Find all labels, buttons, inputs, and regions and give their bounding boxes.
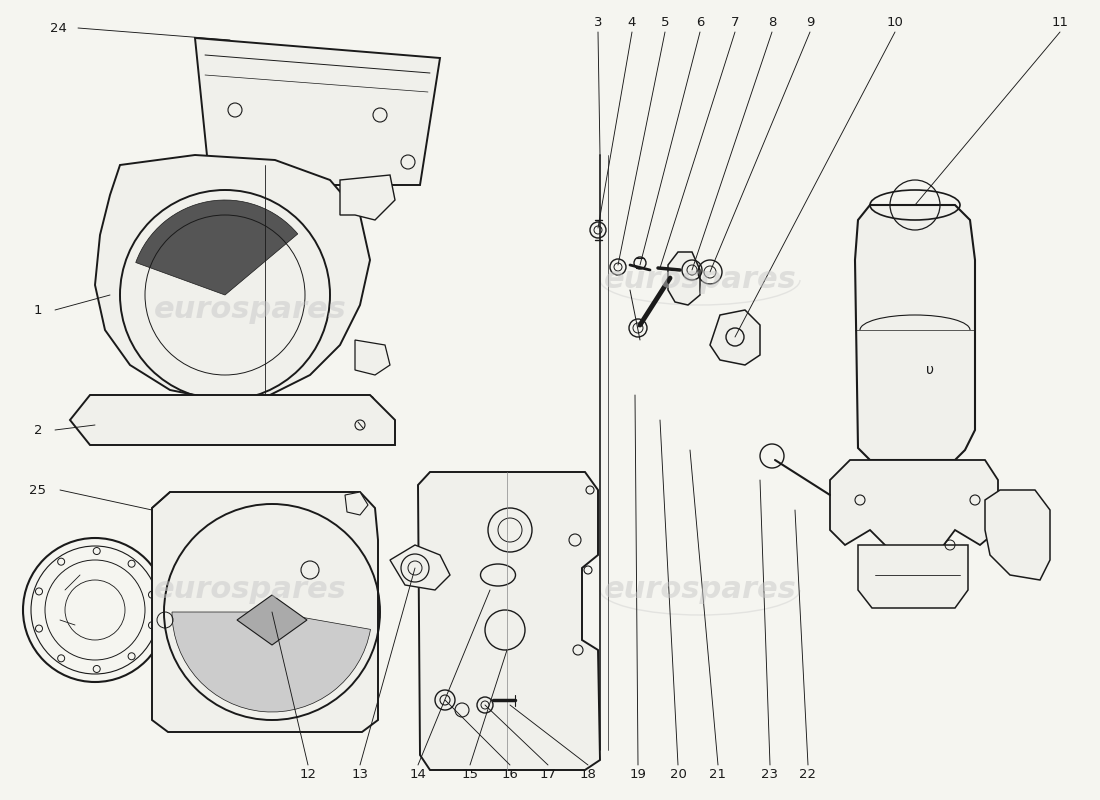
Polygon shape	[195, 38, 440, 185]
Polygon shape	[152, 492, 378, 732]
Text: 17: 17	[539, 769, 557, 782]
Text: eurospares: eurospares	[154, 575, 346, 605]
Polygon shape	[345, 492, 368, 515]
Text: 6: 6	[696, 15, 704, 29]
Text: 15: 15	[462, 769, 478, 782]
Text: 11: 11	[1052, 15, 1068, 29]
Text: 20: 20	[670, 769, 686, 782]
Polygon shape	[70, 395, 395, 445]
Text: 1: 1	[34, 303, 42, 317]
Polygon shape	[830, 460, 998, 550]
Polygon shape	[858, 545, 968, 608]
Text: 23: 23	[761, 769, 779, 782]
Wedge shape	[172, 612, 371, 712]
Polygon shape	[855, 205, 975, 460]
Polygon shape	[418, 472, 600, 770]
Text: 5: 5	[661, 15, 669, 29]
Polygon shape	[340, 175, 395, 220]
Text: 16: 16	[502, 769, 518, 782]
Polygon shape	[236, 595, 307, 645]
Text: 4: 4	[628, 15, 636, 29]
Polygon shape	[984, 490, 1050, 580]
Text: 8: 8	[768, 15, 777, 29]
Text: 14: 14	[409, 769, 427, 782]
Text: 2: 2	[34, 423, 42, 437]
Wedge shape	[135, 200, 298, 295]
Text: 19: 19	[629, 769, 647, 782]
Polygon shape	[668, 252, 700, 305]
Text: 10: 10	[887, 15, 903, 29]
Polygon shape	[390, 545, 450, 590]
Text: eurospares: eurospares	[154, 295, 346, 325]
Text: 13: 13	[352, 769, 368, 782]
Text: 18: 18	[580, 769, 596, 782]
Text: 7: 7	[730, 15, 739, 29]
Polygon shape	[95, 155, 370, 400]
Text: 3: 3	[594, 15, 603, 29]
Polygon shape	[355, 340, 390, 375]
Text: eurospares: eurospares	[604, 266, 796, 294]
Text: 25: 25	[30, 483, 46, 497]
Text: 9: 9	[806, 15, 814, 29]
Text: υ: υ	[926, 363, 934, 377]
Text: 21: 21	[710, 769, 726, 782]
Text: 22: 22	[800, 769, 816, 782]
Text: eurospares: eurospares	[604, 575, 796, 605]
Polygon shape	[710, 310, 760, 365]
Text: 24: 24	[50, 22, 66, 34]
Text: 12: 12	[299, 769, 317, 782]
